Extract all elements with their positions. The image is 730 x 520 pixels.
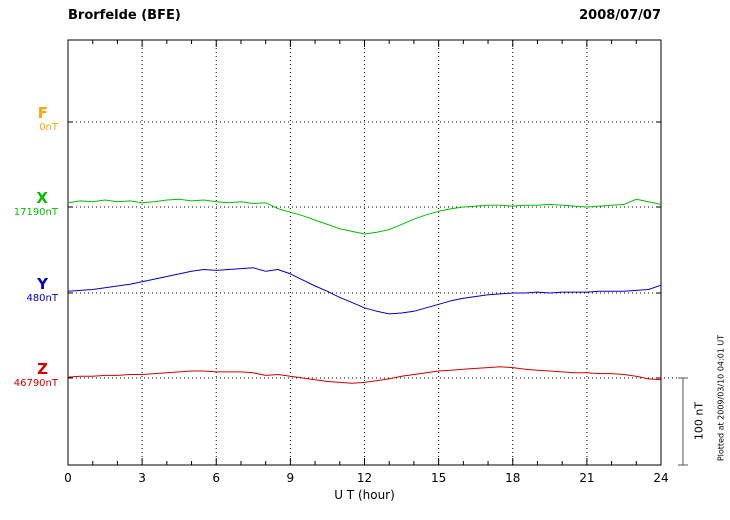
- series-label-Y: Y 480nT: [0, 276, 60, 304]
- series-baseline-Z: 46790nT: [13, 377, 58, 389]
- series-letter-X: X: [36, 189, 48, 207]
- series-letter-Z: Z: [37, 360, 48, 378]
- trace-Z: [67, 366, 662, 384]
- x-tick-label: 9: [286, 471, 295, 485]
- station-title: Brorfelde (BFE): [68, 8, 181, 23]
- scale-bar-label: 100 nT: [692, 401, 706, 441]
- x-tick-label: 3: [138, 471, 146, 485]
- series-letter-Y: Y: [37, 275, 48, 293]
- plot-date: 2008/07/07: [579, 8, 661, 23]
- series-label-F: F 0nT: [0, 105, 60, 133]
- x-tick-label: 0: [64, 471, 72, 485]
- series-label-Z: Z 46790nT: [0, 361, 60, 389]
- plot-border: [67, 39, 662, 466]
- x-axis-label: U T (hour): [334, 488, 395, 502]
- x-tick-label: 21: [579, 471, 595, 485]
- trace-X: [67, 198, 662, 235]
- series-baseline-F: 0nT: [39, 121, 58, 133]
- x-tick-label: 24: [653, 471, 669, 485]
- x-tick-label: 12: [356, 471, 373, 485]
- x-tick-label: 15: [430, 471, 447, 485]
- plotted-at-note: Plotted at 2009/03/10 04:01 UT: [716, 334, 726, 462]
- x-tick-label: 18: [505, 471, 521, 485]
- series-baseline-X: 17190nT: [13, 206, 58, 218]
- series-label-X: X 17190nT: [0, 190, 60, 218]
- series-letter-F: F: [37, 104, 48, 122]
- series-baseline-Y: 480nT: [26, 292, 58, 304]
- x-tick-label: 6: [212, 471, 221, 485]
- trace-Y: [67, 267, 662, 315]
